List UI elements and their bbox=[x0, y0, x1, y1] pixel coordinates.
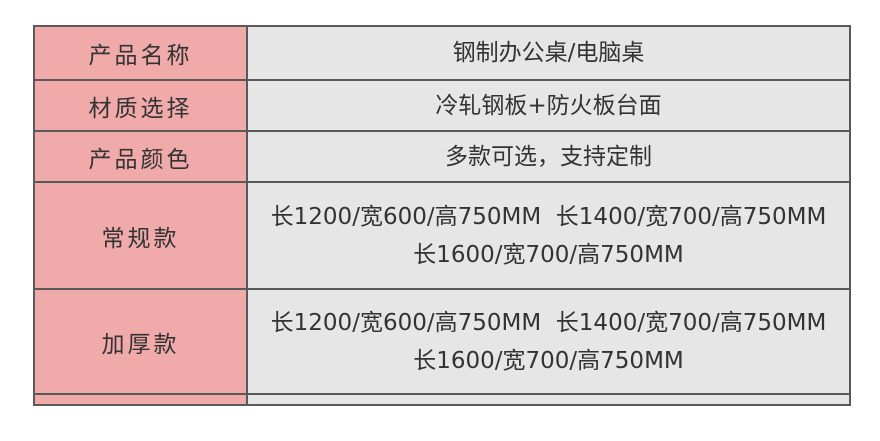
row-value: 钢制办公桌/电脑桌 bbox=[248, 27, 849, 79]
row-color: 产品颜色 多款可选，支持定制 bbox=[35, 132, 849, 183]
row-label: 常规款 bbox=[35, 183, 248, 288]
value-line: 多款可选，支持定制 bbox=[445, 143, 652, 170]
value-line: 长1600/宽700/高750MM bbox=[413, 241, 684, 268]
row-label bbox=[35, 395, 248, 404]
value-line: 长1600/宽700/高750MM bbox=[413, 347, 684, 374]
row-value bbox=[248, 395, 849, 404]
row-thick: 加厚款 长1200/宽600/高750MM 长1400/宽700/高750MM … bbox=[35, 290, 849, 395]
value-line: 长1200/宽600/高750MM 长1400/宽700/高750MM bbox=[270, 309, 827, 336]
value-line: 冷轧钢板+防火板台面 bbox=[435, 92, 662, 119]
row-value: 多款可选，支持定制 bbox=[248, 132, 849, 181]
row-label: 产品颜色 bbox=[35, 132, 248, 181]
row-product-name: 产品名称 钢制办公桌/电脑桌 bbox=[35, 27, 849, 81]
row-value: 冷轧钢板+防火板台面 bbox=[248, 81, 849, 130]
value-line: 长1200/宽600/高750MM 长1400/宽700/高750MM bbox=[270, 203, 827, 230]
row-value: 长1200/宽600/高750MM 长1400/宽700/高750MM 长160… bbox=[248, 183, 849, 288]
row-label: 加厚款 bbox=[35, 290, 248, 393]
row-value: 长1200/宽600/高750MM 长1400/宽700/高750MM 长160… bbox=[248, 290, 849, 393]
spec-table: 产品名称 钢制办公桌/电脑桌 材质选择 冷轧钢板+防火板台面 产品颜色 多款可选… bbox=[33, 25, 851, 406]
row-label: 产品名称 bbox=[35, 27, 248, 79]
row-material: 材质选择 冷轧钢板+防火板台面 bbox=[35, 81, 849, 132]
value-line: 钢制办公桌/电脑桌 bbox=[452, 40, 645, 66]
row-standard: 常规款 长1200/宽600/高750MM 长1400/宽700/高750MM … bbox=[35, 183, 849, 290]
row-label: 材质选择 bbox=[35, 81, 248, 130]
row-empty bbox=[35, 395, 849, 404]
